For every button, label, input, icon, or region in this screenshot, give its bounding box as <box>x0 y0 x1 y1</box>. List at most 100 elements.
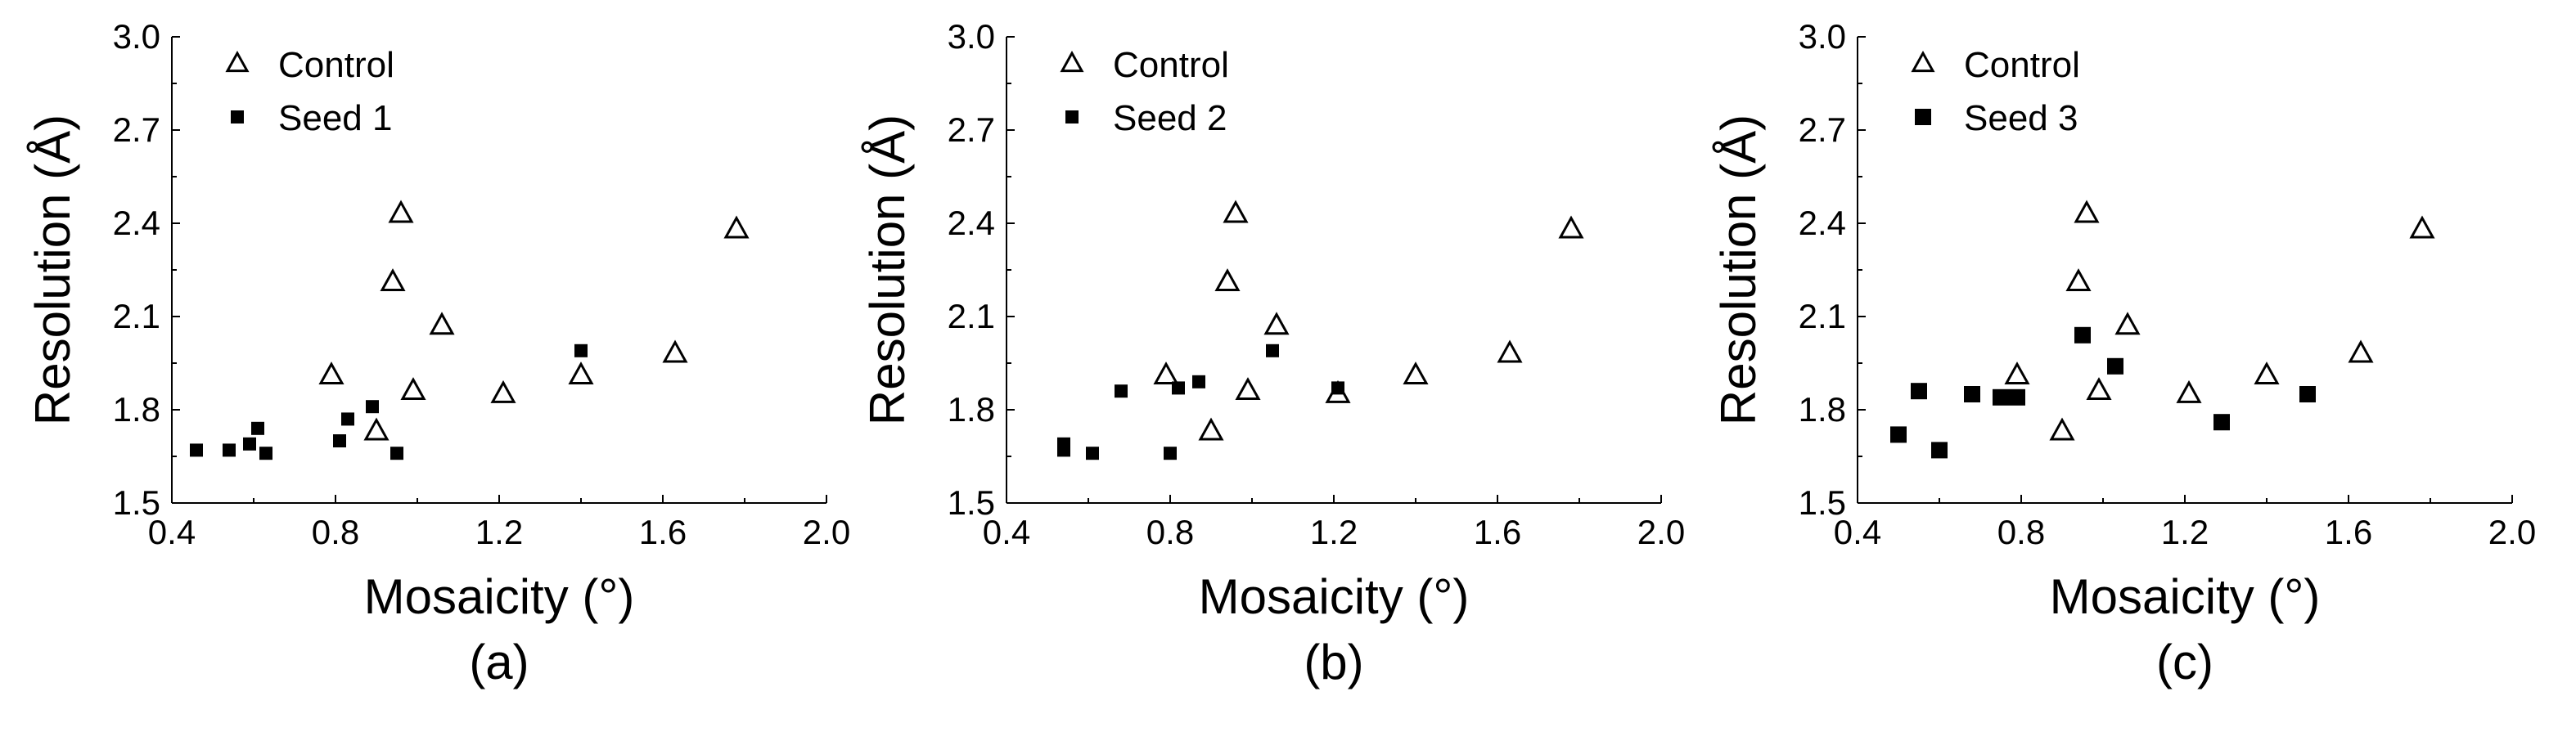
panel-a-control-point <box>568 362 594 385</box>
panel-a-x-tick-label: 1.2 <box>475 513 523 551</box>
panel-b-seed-point <box>1057 443 1070 457</box>
panel-c-seed-point <box>2213 414 2230 431</box>
panel-a-y-tick-label: 2.4 <box>113 204 160 242</box>
panel-b-x-tick-label: 1.2 <box>1310 513 1358 551</box>
panel-c-y-tick-label: 3.0 <box>1799 17 1846 56</box>
panel-a-x-tick-label: 0.4 <box>148 513 196 551</box>
panel-a-seed-point <box>341 412 354 426</box>
panel-a-control-point <box>400 377 426 401</box>
panel-b-x-tick-label: 2.0 <box>1637 513 1685 551</box>
panel-b-control-point <box>1214 268 1241 292</box>
panel-b-x-axis-title: Mosaicity (°) <box>1199 569 1470 624</box>
panel-b-seed-point <box>1086 447 1099 460</box>
panel-a-y-tick-label: 1.5 <box>113 483 160 522</box>
panel-c-control-point <box>2065 268 2092 292</box>
panel-b-control-point <box>1223 200 1249 223</box>
panel-c-seed-point <box>1993 388 2009 406</box>
panel-a-seed-point <box>251 421 264 435</box>
panel-c-y-axis-title: Resolution (Å) <box>1711 115 1766 425</box>
panel-c-control-point <box>2114 312 2141 335</box>
panel-c-x-tick-label: 1.2 <box>2161 513 2209 551</box>
panel-c-seed-point <box>1911 383 1927 400</box>
panel-c-y-tick-label: 2.1 <box>1799 297 1846 335</box>
panel-c-control-point <box>2049 417 2075 441</box>
panel-a-y-tick-label: 2.7 <box>113 110 160 149</box>
panel-a-legend-label: Control <box>278 45 394 85</box>
panel-c-control-point <box>2004 362 2030 385</box>
panel-a-control-point <box>388 200 414 223</box>
panel-c-control-point <box>2409 215 2435 239</box>
panel-a-seed-point <box>190 443 203 457</box>
panel-a-y-tick-label: 1.8 <box>113 390 160 429</box>
panel-a-control-point <box>662 339 688 363</box>
panel-a-control-point <box>429 312 455 335</box>
panel-a-seed-point <box>390 447 403 460</box>
panel-b-control-point <box>1153 362 1179 385</box>
panel-c-seed-point <box>1890 426 1907 443</box>
panel-c-control-point <box>2254 362 2280 385</box>
panel-a-control-point <box>490 379 516 403</box>
panel-b-seed-point <box>1115 384 1128 398</box>
panel-c-x-tick-label: 2.0 <box>2488 513 2536 551</box>
panel-b-control-point <box>1235 377 1261 401</box>
panel-b-x-tick-label: 0.8 <box>1146 513 1194 551</box>
panel-c-seed-point <box>2107 357 2123 375</box>
panel-c-control-point <box>2176 379 2202 403</box>
panel-b-x-tick-label: 1.6 <box>1474 513 1521 551</box>
panel-c-label: (c) <box>2156 635 2213 689</box>
panel-c-legend-seed-marker <box>1915 109 1931 125</box>
panel-c-legend-control-marker <box>1911 50 1935 73</box>
panel-b-y-tick-label: 1.5 <box>948 483 995 522</box>
panel-b-seed-point <box>1164 447 1177 460</box>
panel-b-y-tick-label: 3.0 <box>948 17 995 56</box>
panel-c-legend-label: Control <box>1964 45 2080 85</box>
panel-a-control-point <box>318 362 345 385</box>
panel-b-y-tick-label: 2.1 <box>948 297 995 335</box>
panel-c-seed-point <box>2009 388 2025 406</box>
panel-a-seed-point <box>223 443 236 457</box>
panel-c-legend-label: Seed 3 <box>1964 98 2078 138</box>
panel-c-seed-point <box>2299 386 2316 402</box>
panel-b-seed-point <box>1266 344 1279 357</box>
panel-b-legend-control-marker <box>1060 50 1084 73</box>
panel-c-seed-point <box>1964 386 1980 402</box>
panel-b-y-axis-title: Resolution (Å) <box>860 115 915 425</box>
panel-a-control-point <box>363 417 390 441</box>
panel-c-x-tick-label: 0.8 <box>1997 513 2045 551</box>
panel-b-control-point <box>1558 215 1584 239</box>
panel-c-control-point <box>2348 339 2374 363</box>
panel-b-control-point <box>1263 312 1290 335</box>
panel-a-x-axis-title: Mosaicity (°) <box>364 569 635 624</box>
panel-a-y-axis-title: Resolution (Å) <box>25 115 80 425</box>
panel-a-seed-point <box>366 400 379 414</box>
panel-c-y-tick-label: 2.7 <box>1799 110 1846 149</box>
panel-a-x-tick-label: 2.0 <box>803 513 850 551</box>
panel-a-y-tick-label: 2.1 <box>113 297 160 335</box>
panel-b-y-tick-label: 2.7 <box>948 110 995 149</box>
panel-b-control-point <box>1403 362 1429 385</box>
panel-c-y-tick-label: 1.5 <box>1799 483 1846 522</box>
panel-b-label: (b) <box>1304 635 1363 689</box>
panel-c-control-point <box>2086 377 2112 401</box>
panel-a-legend-control-marker <box>225 50 250 73</box>
panel-c-x-tick-label: 1.6 <box>2325 513 2372 551</box>
panel-a-seed-point <box>333 434 346 447</box>
panel-b-y-tick-label: 1.8 <box>948 390 995 429</box>
panel-b-seed-point <box>1172 381 1185 395</box>
panel-a-x-tick-label: 0.8 <box>312 513 359 551</box>
panel-c-y-tick-label: 1.8 <box>1799 390 1846 429</box>
panel-a-control-point <box>723 215 750 239</box>
panel-a-legend-seed-marker <box>231 110 244 123</box>
panel-c-y-tick-label: 2.4 <box>1799 204 1846 242</box>
panel-a-label: (a) <box>469 635 529 689</box>
panel-b-legend-label: Control <box>1113 45 1229 85</box>
panel-a-seed-point <box>243 437 256 451</box>
panel-a-seed-point <box>574 344 588 357</box>
panel-b-legend-label: Seed 2 <box>1113 98 1227 138</box>
panel-c-x-axis-title: Mosaicity (°) <box>2050 569 2321 624</box>
panel-c-seed-point <box>1931 442 1948 459</box>
panel-a-seed-point <box>259 447 272 460</box>
panel-c-control-point <box>2074 200 2100 223</box>
panel-b-control-point <box>1497 339 1523 363</box>
